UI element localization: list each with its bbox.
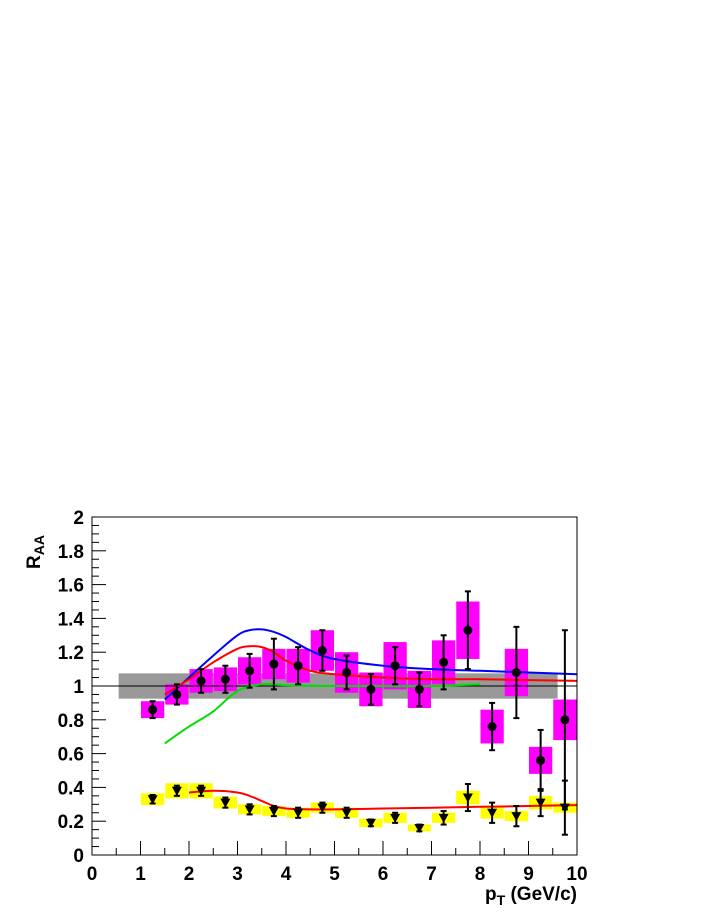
x-tick-label-9: 9 (523, 864, 534, 885)
data-point-s0-p13 (463, 625, 473, 635)
data-point-s1-p5 (268, 807, 279, 817)
data-point-s0-p3 (220, 674, 230, 684)
y-tick-label-8: 1.6 (58, 576, 84, 597)
x-axis-title: pT (GeV/c) (485, 884, 577, 908)
y-tick-label-7: 1.4 (58, 609, 85, 630)
y-tick-label-2: 0.4 (58, 778, 85, 799)
data-point-s1-p11 (414, 823, 425, 833)
data-point-s1-p2 (196, 786, 207, 796)
data-point-s0-p10 (390, 661, 400, 671)
data-point-s0-p17 (560, 715, 570, 725)
data-point-s0-p11 (414, 684, 424, 694)
x-tick-label-7: 7 (426, 864, 437, 885)
data-point-s1-p6 (293, 808, 304, 818)
y-tick-label-5: 1 (73, 677, 84, 698)
data-point-s0-p0 (148, 705, 158, 715)
model-curves-layer (164, 628, 578, 811)
model-curve-1 (164, 645, 578, 696)
data-point-s1-p1 (171, 786, 182, 796)
data-point-s1-p12 (438, 813, 449, 823)
x-tick-label-8: 8 (475, 864, 486, 885)
data-point-s0-p1 (172, 689, 182, 699)
data-point-s1-p13 (462, 793, 473, 803)
data-point-s0-p12 (439, 657, 449, 667)
data-points-layer (147, 590, 570, 836)
data-point-s1-p16 (535, 798, 546, 808)
data-point-s1-p3 (220, 798, 231, 808)
y-tick-label-10: 2 (73, 508, 84, 529)
x-tick-label-0: 0 (87, 864, 98, 885)
data-point-s0-p16 (536, 755, 546, 765)
y-tick-label-4: 0.8 (58, 711, 84, 732)
data-point-s0-p4 (245, 666, 255, 676)
x-tick-label-3: 3 (232, 864, 243, 885)
data-point-s1-p8 (341, 808, 352, 818)
data-point-s1-p7 (317, 803, 328, 813)
x-tick-label-2: 2 (184, 864, 195, 885)
x-tick-label-10: 10 (566, 864, 587, 885)
data-point-s1-p10 (390, 813, 401, 823)
axes-layer: 0 1 2 3 4 5 6 7 8 9 10 0 0.2 0.4 0.6 0.8 1 1.2 1.4 1.6 1.8 2 (58, 508, 588, 885)
y-axis-title: RAA (24, 535, 47, 569)
y-tick-label-1: 0.2 (58, 812, 84, 833)
data-point-s0-p7 (317, 646, 327, 656)
data-point-s1-p17 (559, 803, 570, 813)
y-tick-label-6: 1.2 (58, 643, 84, 664)
data-point-s0-p14 (487, 722, 497, 732)
data-point-s0-p9 (366, 684, 376, 694)
model-curve-2 (164, 682, 481, 745)
y-tick-label-3: 0.6 (58, 745, 84, 766)
data-point-s0-p2 (196, 676, 206, 686)
data-point-s1-p15 (511, 812, 522, 822)
data-point-s1-p9 (365, 818, 376, 828)
x-tick-label-6: 6 (378, 864, 389, 885)
y-tick-label-9: 1.8 (58, 542, 84, 563)
data-point-s1-p0 (147, 795, 158, 805)
x-tick-label-1: 1 (135, 864, 146, 885)
x-tick-label-4: 4 (281, 864, 292, 885)
y-tick-label-0: 0 (73, 846, 84, 867)
data-point-s0-p15 (511, 667, 521, 677)
x-tick-label-5: 5 (329, 864, 340, 885)
data-point-s0-p8 (342, 667, 352, 677)
model-curve-0 (164, 628, 578, 701)
data-point-s1-p14 (487, 808, 498, 818)
data-point-s1-p4 (244, 805, 255, 815)
data-point-s0-p5 (269, 659, 279, 669)
data-point-s0-p6 (293, 661, 303, 671)
